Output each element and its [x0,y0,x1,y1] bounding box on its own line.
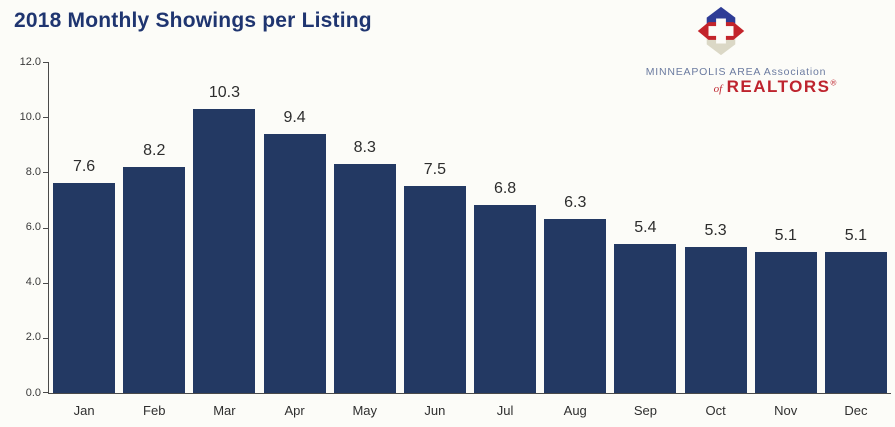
bar-dec [824,252,887,393]
bar-mar [193,109,256,393]
bar-value-label: 6.3 [564,194,587,211]
bar-slot-jun: 7.5 [400,62,470,393]
bar-slot-jul: 6.8 [470,62,540,393]
bar-slot-nov: 5.1 [751,62,821,393]
x-tick-label: Jul [496,403,514,418]
chart-title: 2018 Monthly Showings per Listing [14,9,372,32]
bar-value-label: 8.3 [353,139,376,156]
x-tick-label: Mar [213,403,236,418]
x-tick-label: Oct [705,403,726,418]
bar-jan [53,183,116,393]
y-tick-mark [43,227,48,229]
x-tick-label: Dec [844,403,868,418]
x-tick-label: Nov [774,403,798,418]
bar-value-label: 7.5 [423,161,447,178]
bar-value-label: 9.4 [283,109,306,126]
y-tick-label: 8.0 [25,165,41,178]
logo-realtors-text: REALTORS [726,77,831,96]
bar-jun [403,186,466,393]
bar-slot-mar: 10.3 [189,62,259,393]
bar-slot-feb: 8.2 [119,62,189,393]
bar-oct [684,247,747,393]
bar-value-label: 8.2 [143,142,166,159]
y-tick-label: 6.0 [25,221,41,233]
logo-realtors-line: of REALTORS® [690,77,860,97]
bar-slot-aug: 6.3 [540,62,610,393]
y-tick-label: 0.0 [25,386,41,399]
bar-aug [544,219,607,393]
x-tick-label: Jan [73,403,95,418]
logo-org-name: MINNEAPOLIS AREA Association [645,66,827,78]
logo-of-text: of [713,83,723,95]
bar-slot-jan: 7.6 [49,62,119,393]
bar-value-label: 6.8 [493,180,517,197]
y-tick-label: 10.0 [19,110,41,123]
bar-value-label: 5.3 [704,222,727,239]
bar-may [333,164,396,393]
y-tick-label: 4.0 [25,276,41,289]
bar-slot-dec: 5.1 [821,62,891,393]
y-tick-mark [43,282,48,284]
bar-value-label: 7.6 [72,158,96,175]
x-tick-label: Sep [633,403,657,418]
y-tick-mark [43,337,48,339]
bar-slot-apr: 9.4 [260,62,330,393]
maar-logo: MINNEAPOLIS AREA Association of REALTORS… [630,4,890,100]
y-tick-mark [43,117,48,119]
logo-cross-horizontal [708,26,734,36]
bar-nov [754,252,817,393]
logo-registered-mark: ® [830,78,837,88]
y-tick-label: 12.0 [19,55,41,68]
x-tick-label: Jun [424,403,446,418]
bar-value-label: 5.1 [774,227,797,244]
x-tick-label: Aug [563,403,587,418]
maar-logo-icon [697,6,745,56]
y-tick-mark [43,392,48,393]
y-tick-label: 2.0 [25,331,41,344]
bar-sep [614,244,677,393]
bar-chart-plot: 12.0 10.0 8.0 6.0 4.0 2.0 0.0 Jan 7.6 Feb 8.2 Mar 10… [20,56,891,418]
bar-slot-sep: 5.4 [610,62,680,393]
bar-feb [123,167,186,393]
bar-jul [474,205,537,393]
x-tick-label: Feb [143,403,166,418]
x-tick-label: May [352,403,378,418]
bar-value-label: 5.1 [844,227,868,244]
bar-slot-oct: 5.3 [681,62,751,393]
bar-slot-may: 8.3 [330,62,400,393]
y-tick-mark [43,62,48,63]
bar-apr [263,134,326,393]
y-tick-mark [43,172,48,174]
bar-value-label: 5.4 [634,219,657,236]
x-tick-label: Apr [284,403,305,418]
bar-value-label: 10.3 [208,84,240,101]
